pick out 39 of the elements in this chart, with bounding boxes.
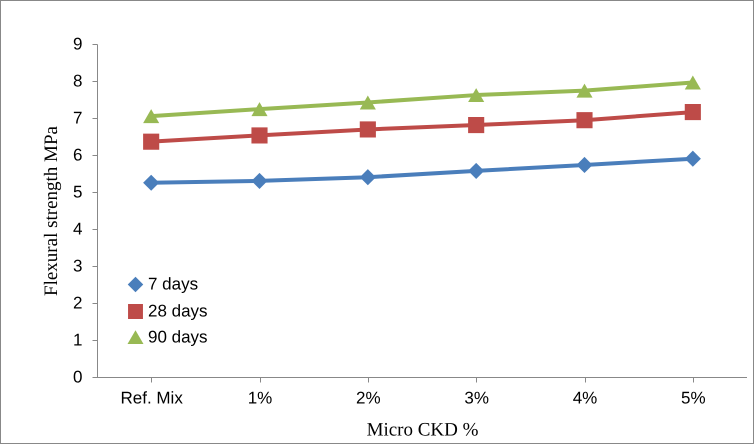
point [143,134,160,150]
y-tick-label: 3 [73,256,82,276]
x-tick-label: Ref. Mix [120,388,184,408]
legend-label: 28 days [148,302,208,320]
y-tick-label: 8 [73,72,82,90]
y-tick-label: 2 [73,294,82,312]
x-tick-label: 4% [572,388,598,408]
point [143,109,160,124]
point [684,150,701,167]
y-axis-title: Flexural strength MPa [41,125,62,296]
x-tick-label: 2% [356,388,381,408]
y-tick-label: 6 [73,146,82,164]
point [468,88,484,102]
y-tick-label: 9 [73,34,82,54]
x-tick-label: 3% [464,388,489,408]
legend-label: 7 days [148,274,198,294]
y-tick-label: 5 [73,182,82,202]
point [251,102,268,116]
point [143,174,160,191]
point [576,84,593,98]
point [251,172,268,189]
point [360,169,376,186]
point [360,95,376,110]
y-tick-label: 4 [73,220,82,238]
point [684,76,701,90]
point [251,127,268,144]
point [360,121,376,138]
x-tick-label: 5% [681,388,706,408]
y-tick-label: 0 [73,368,82,386]
y-tick-label: 1 [73,330,82,350]
legend-label: 90 days [148,328,208,346]
point [576,112,593,128]
point [576,156,593,174]
point [468,116,484,134]
x-tick-label: 1% [248,388,272,408]
point [468,162,484,179]
y-tick-label: 7 [73,108,82,128]
x-axis-title: Micro CKD % [366,420,479,440]
point [684,104,701,120]
